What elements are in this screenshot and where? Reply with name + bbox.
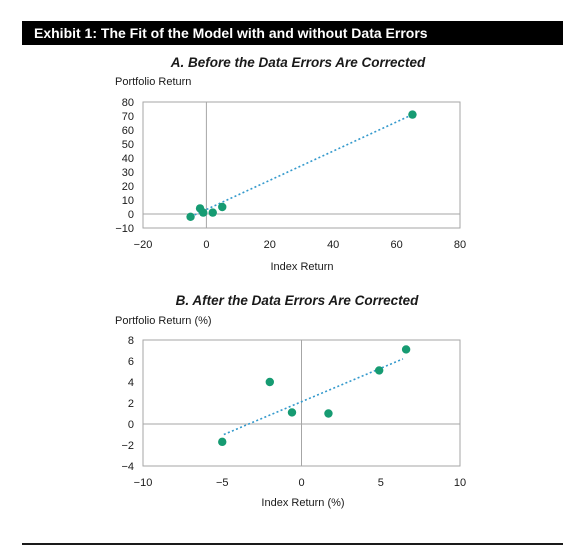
chart-b-trendline-group bbox=[223, 358, 404, 436]
chart-b-y-tick-label: 0 bbox=[128, 419, 134, 431]
chart-b-y-ticks: 8 6 4 2 0 −2 −4 bbox=[121, 335, 134, 473]
chart-a-y-tick-label: 10 bbox=[122, 195, 134, 207]
chart-a-y-tick-label: 60 bbox=[122, 125, 134, 137]
chart-a-x-tick-label: 40 bbox=[327, 239, 339, 251]
chart-b-x-ticks: −10 −5 0 5 10 bbox=[134, 477, 466, 489]
chart-a-x-tick-label: −20 bbox=[134, 239, 153, 251]
chart-b-title: B. After the Data Errors Are Corrected bbox=[176, 293, 420, 308]
chart-b-x-tick-label: −5 bbox=[216, 477, 229, 489]
chart-a-x-ticks: −20 0 20 40 60 80 bbox=[134, 239, 466, 251]
chart-a-x-tick-label: 0 bbox=[203, 239, 209, 251]
chart-a-y-tick-label: 0 bbox=[128, 209, 134, 221]
chart-b-y-tick-label: 4 bbox=[128, 377, 134, 389]
chart-b-y-tick-label: 2 bbox=[128, 398, 134, 410]
bottom-rule bbox=[22, 543, 563, 545]
chart-a-data-point bbox=[208, 208, 217, 217]
chart-b-data-point bbox=[401, 345, 411, 354]
chart-a-y-tick-label: 30 bbox=[122, 167, 134, 179]
chart-a-data-point bbox=[199, 208, 208, 217]
chart-a-data-point bbox=[186, 212, 195, 221]
chart-b-y-tick-label: −2 bbox=[121, 440, 134, 452]
chart-b-data-point bbox=[265, 377, 274, 387]
chart-a-y-tick-label: 40 bbox=[122, 153, 134, 165]
chart-b-x-tick-label: −10 bbox=[134, 477, 153, 489]
chart-b-y-axis-label: Portfolio Return (%) bbox=[115, 315, 212, 327]
chart-b-data-point bbox=[218, 437, 227, 447]
chart-a-y-tick-label: 80 bbox=[122, 97, 134, 109]
chart-b-y-tick-label: 6 bbox=[128, 356, 134, 368]
chart-a: A. Before the Data Errors Are Corrected … bbox=[115, 55, 466, 273]
chart-a-trendline bbox=[190, 113, 413, 218]
chart-a-y-tick-label: 50 bbox=[122, 139, 134, 151]
chart-b-y-tick-label: 8 bbox=[128, 335, 134, 347]
chart-b: B. After the Data Errors Are Corrected P… bbox=[115, 293, 466, 509]
chart-b-points bbox=[218, 345, 411, 447]
chart-b-data-point bbox=[287, 408, 297, 417]
chart-a-trendline-group bbox=[190, 113, 413, 218]
chart-b-x-axis-label: Index Return (%) bbox=[261, 497, 344, 509]
exhibit-title: Exhibit 1: The Fit of the Model with and… bbox=[22, 21, 563, 45]
chart-b-x-tick-label: 0 bbox=[298, 477, 304, 489]
chart-a-y-axis-label: Portfolio Return bbox=[115, 76, 191, 88]
chart-a-data-point bbox=[218, 202, 227, 212]
chart-b-trendline bbox=[223, 358, 404, 436]
chart-a-y-tick-label: −10 bbox=[115, 223, 134, 235]
chart-b-data-point bbox=[324, 409, 333, 418]
chart-b-zero-lines bbox=[143, 340, 460, 466]
chart-a-x-axis-label: Index Return bbox=[271, 261, 334, 273]
chart-a-x-tick-label: 20 bbox=[264, 239, 276, 251]
chart-a-y-tick-label: 70 bbox=[122, 111, 134, 123]
chart-b-y-tick-label: −4 bbox=[121, 461, 134, 473]
chart-b-x-tick-label: 5 bbox=[378, 477, 384, 489]
chart-a-plot-frame bbox=[142, 101, 461, 229]
chart-a-zero-lines bbox=[143, 102, 460, 228]
chart-a-y-ticks: 80 70 60 50 40 30 20 10 0 −10 bbox=[115, 97, 134, 235]
chart-a-x-tick-label: 60 bbox=[390, 239, 402, 251]
chart-a-y-tick-label: 20 bbox=[122, 181, 134, 193]
chart-a-x-tick-label: 80 bbox=[454, 239, 466, 251]
chart-a-points bbox=[186, 110, 417, 221]
chart-a-title: A. Before the Data Errors Are Corrected bbox=[170, 55, 426, 70]
chart-a-data-point bbox=[408, 110, 417, 119]
chart-b-x-tick-label: 10 bbox=[454, 477, 466, 489]
chart-b-data-point bbox=[374, 366, 384, 375]
